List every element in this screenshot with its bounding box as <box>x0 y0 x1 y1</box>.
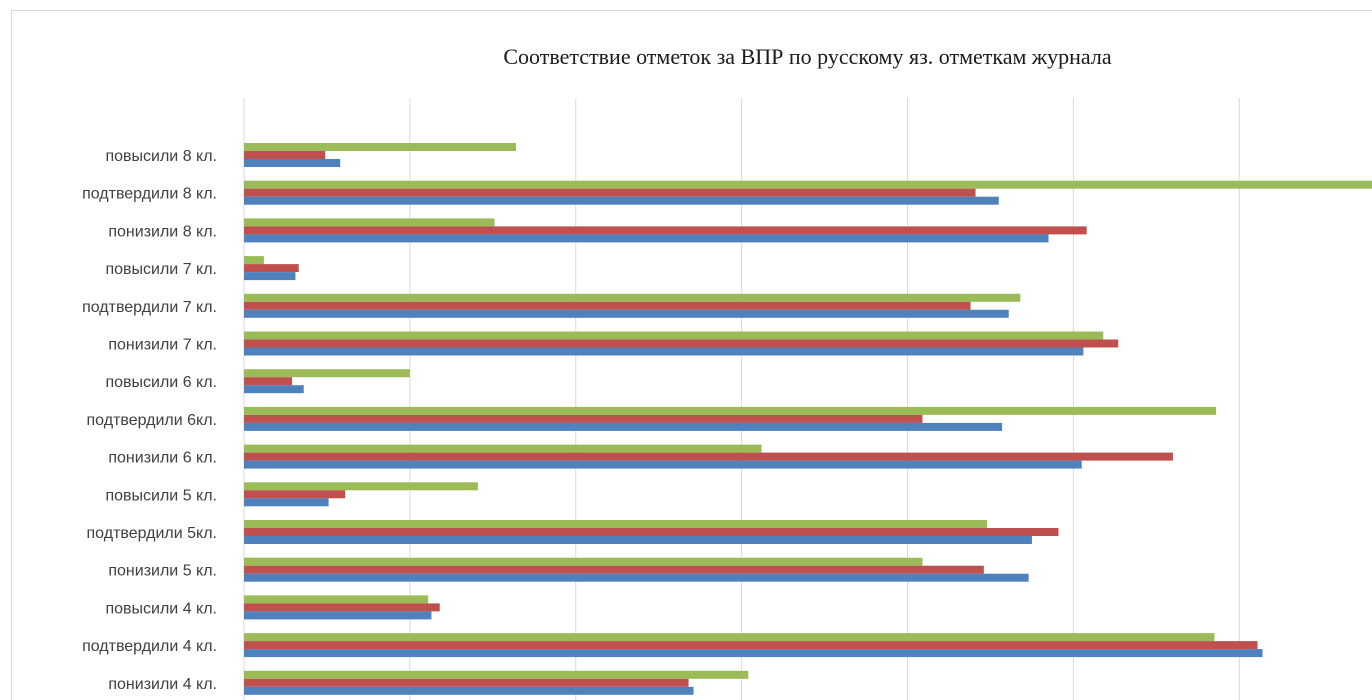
bar-series-2 <box>244 188 976 197</box>
bar-series-2 <box>244 678 689 687</box>
bar-series-1 <box>244 460 1082 469</box>
category-label: повысили 8 кл. <box>105 148 217 165</box>
chart-frame <box>11 10 1372 700</box>
bar-series-2 <box>244 565 984 574</box>
bar-series-1 <box>244 498 329 507</box>
category-label: повысили 6 кл. <box>105 374 217 391</box>
bar-series-3 <box>244 218 495 227</box>
bar-series-2 <box>244 490 346 499</box>
category-label: подтвердили 5кл. <box>87 525 217 542</box>
bar-series-3 <box>244 633 1215 642</box>
bar-series-2 <box>244 226 1087 235</box>
bar-series-3 <box>244 520 988 528</box>
bar-series-1 <box>244 611 432 620</box>
category-label: понизили 4 кл. <box>108 676 217 693</box>
bar-series-2 <box>244 264 299 273</box>
bar-series-3 <box>244 482 478 491</box>
bar-series-1 <box>244 196 999 205</box>
bar-series-2 <box>244 301 971 310</box>
bar-series-1 <box>244 234 1049 243</box>
bar-series-3 <box>244 406 1217 415</box>
bar-series-1 <box>244 573 1029 582</box>
bar-series-3 <box>244 256 264 265</box>
bar-series-1 <box>244 686 694 695</box>
bar-series-1 <box>244 159 341 167</box>
chart-title: Соответствие отметок за ВПР по русскому … <box>503 44 1112 69</box>
category-label: понизили 6 кл. <box>108 450 217 467</box>
bar-series-3 <box>244 369 410 378</box>
bars <box>244 143 1372 695</box>
bar-series-2 <box>244 528 1059 536</box>
bar-series-2 <box>244 452 1173 461</box>
bar-series-1 <box>244 272 296 281</box>
bar-series-3 <box>244 444 762 453</box>
bar-series-1 <box>244 309 1009 318</box>
bar-series-3 <box>244 143 517 151</box>
bar-series-3 <box>244 293 1021 302</box>
bar-series-3 <box>244 557 923 566</box>
category-label: подтвердили 8 кл. <box>82 186 217 203</box>
bar-series-1 <box>244 536 1032 544</box>
bar-series-2 <box>244 603 440 612</box>
bar-series-3 <box>244 595 429 604</box>
category-label: повысили 7 кл. <box>105 261 217 278</box>
bar-series-2 <box>244 641 1258 650</box>
category-label: повысили 5 кл. <box>105 487 217 504</box>
bar-series-2 <box>244 151 326 159</box>
category-label: понизили 5 кл. <box>108 563 217 580</box>
bar-series-3 <box>244 180 1372 189</box>
bar-series-3 <box>244 331 1104 340</box>
bar-series-3 <box>244 670 749 679</box>
category-label: понизили 7 кл. <box>108 337 217 354</box>
bar-series-2 <box>244 414 923 423</box>
bar-series-1 <box>244 649 1263 658</box>
category-label: подтвердили 4 кл. <box>82 638 217 655</box>
bar-series-1 <box>244 422 1003 431</box>
category-label: повысили 4 кл. <box>105 600 217 617</box>
bar-series-2 <box>244 377 293 386</box>
bar-series-1 <box>244 385 304 394</box>
bar-series-1 <box>244 347 1084 356</box>
bar-series-2 <box>244 339 1119 348</box>
category-label: подтвердили 6кл. <box>87 412 217 429</box>
category-label: понизили 8 кл. <box>108 223 217 240</box>
category-label: подтвердили 7 кл. <box>82 299 217 316</box>
category-labels: повысили 8 кл. подтвердили 8 кл. понизили … <box>82 148 217 693</box>
